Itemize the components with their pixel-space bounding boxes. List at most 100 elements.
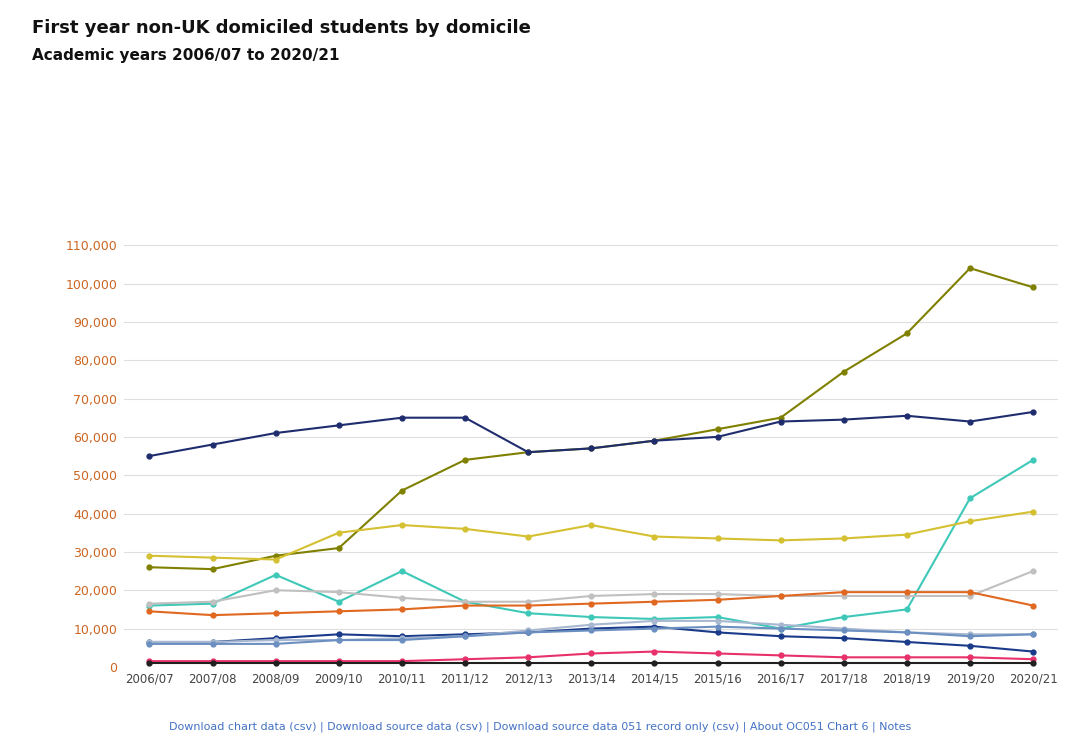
Africa bbox=[269, 586, 282, 595]
Line: Other Asia: Other Asia bbox=[147, 509, 1036, 562]
South America bbox=[522, 653, 535, 662]
China bbox=[585, 444, 598, 453]
Australasia bbox=[837, 659, 850, 668]
Other Asia bbox=[1027, 507, 1040, 516]
Total EU bbox=[963, 417, 976, 426]
Malaysia bbox=[206, 637, 219, 646]
Total EU bbox=[901, 411, 914, 420]
China bbox=[143, 562, 156, 571]
Line: Other Europe: Other Europe bbox=[147, 624, 1036, 646]
India bbox=[963, 494, 976, 502]
India bbox=[143, 601, 156, 610]
Middle East bbox=[648, 617, 661, 625]
Total EU bbox=[143, 451, 156, 460]
Total EU bbox=[269, 428, 282, 437]
China bbox=[395, 486, 408, 495]
China bbox=[837, 368, 850, 376]
Australasia bbox=[269, 659, 282, 668]
Other Asia bbox=[395, 521, 408, 530]
North America bbox=[522, 601, 535, 610]
South America bbox=[648, 647, 661, 656]
India bbox=[333, 597, 346, 606]
Text: First year non-UK domiciled students by domicile: First year non-UK domiciled students by … bbox=[32, 19, 531, 36]
Australasia bbox=[711, 659, 724, 668]
China bbox=[711, 425, 724, 433]
Africa bbox=[648, 590, 661, 599]
Australasia bbox=[206, 659, 219, 668]
Middle East bbox=[143, 637, 156, 646]
Other Asia bbox=[269, 555, 282, 564]
Other Europe bbox=[333, 636, 346, 645]
Line: Malaysia: Malaysia bbox=[147, 624, 1036, 654]
Line: Total EU: Total EU bbox=[147, 410, 1036, 459]
Other Europe bbox=[459, 632, 472, 641]
India bbox=[522, 609, 535, 618]
Other Asia bbox=[711, 534, 724, 543]
North America bbox=[963, 588, 976, 597]
Middle East bbox=[206, 637, 219, 646]
Line: Australasia: Australasia bbox=[147, 661, 1036, 665]
Australasia bbox=[395, 659, 408, 668]
Other Europe bbox=[648, 624, 661, 633]
Other Asia bbox=[774, 536, 787, 545]
Other Europe bbox=[143, 639, 156, 648]
Malaysia bbox=[837, 634, 850, 642]
South America bbox=[774, 651, 787, 659]
Total EU bbox=[837, 415, 850, 424]
North America bbox=[774, 591, 787, 600]
Australasia bbox=[522, 659, 535, 668]
North America bbox=[395, 605, 408, 614]
Other Europe bbox=[963, 632, 976, 641]
Other Europe bbox=[585, 626, 598, 635]
Africa bbox=[333, 588, 346, 597]
Middle East bbox=[901, 628, 914, 637]
Australasia bbox=[774, 659, 787, 668]
Africa bbox=[711, 590, 724, 599]
Total EU bbox=[585, 444, 598, 453]
Malaysia bbox=[333, 630, 346, 639]
Total EU bbox=[206, 440, 219, 449]
Line: South America: South America bbox=[147, 649, 1036, 664]
India bbox=[395, 567, 408, 576]
North America bbox=[269, 609, 282, 618]
South America bbox=[711, 649, 724, 658]
Total EU bbox=[711, 433, 724, 442]
Malaysia bbox=[522, 628, 535, 637]
Other Europe bbox=[206, 639, 219, 648]
Africa bbox=[459, 597, 472, 606]
Middle East bbox=[711, 617, 724, 625]
Line: India: India bbox=[147, 457, 1036, 631]
Middle East bbox=[963, 630, 976, 639]
Malaysia bbox=[963, 642, 976, 651]
South America bbox=[206, 657, 219, 665]
South America bbox=[585, 649, 598, 658]
India bbox=[1027, 456, 1040, 465]
Total EU bbox=[395, 413, 408, 422]
North America bbox=[648, 597, 661, 606]
Other Asia bbox=[459, 525, 472, 534]
South America bbox=[1027, 655, 1040, 664]
Other Asia bbox=[585, 521, 598, 530]
China bbox=[963, 264, 976, 273]
Australasia bbox=[143, 659, 156, 668]
India bbox=[901, 605, 914, 614]
Middle East bbox=[837, 624, 850, 633]
Middle East bbox=[459, 632, 472, 641]
North America bbox=[143, 607, 156, 616]
North America bbox=[333, 607, 346, 616]
Africa bbox=[837, 591, 850, 600]
Malaysia bbox=[648, 622, 661, 631]
China bbox=[333, 544, 346, 553]
Malaysia bbox=[711, 628, 724, 637]
Africa bbox=[395, 594, 408, 602]
India bbox=[585, 613, 598, 622]
India bbox=[206, 599, 219, 608]
Total EU bbox=[333, 421, 346, 430]
North America bbox=[901, 588, 914, 597]
North America bbox=[585, 599, 598, 608]
Other Asia bbox=[963, 516, 976, 525]
Malaysia bbox=[585, 624, 598, 633]
Malaysia bbox=[269, 634, 282, 642]
South America bbox=[963, 653, 976, 662]
Africa bbox=[963, 591, 976, 600]
